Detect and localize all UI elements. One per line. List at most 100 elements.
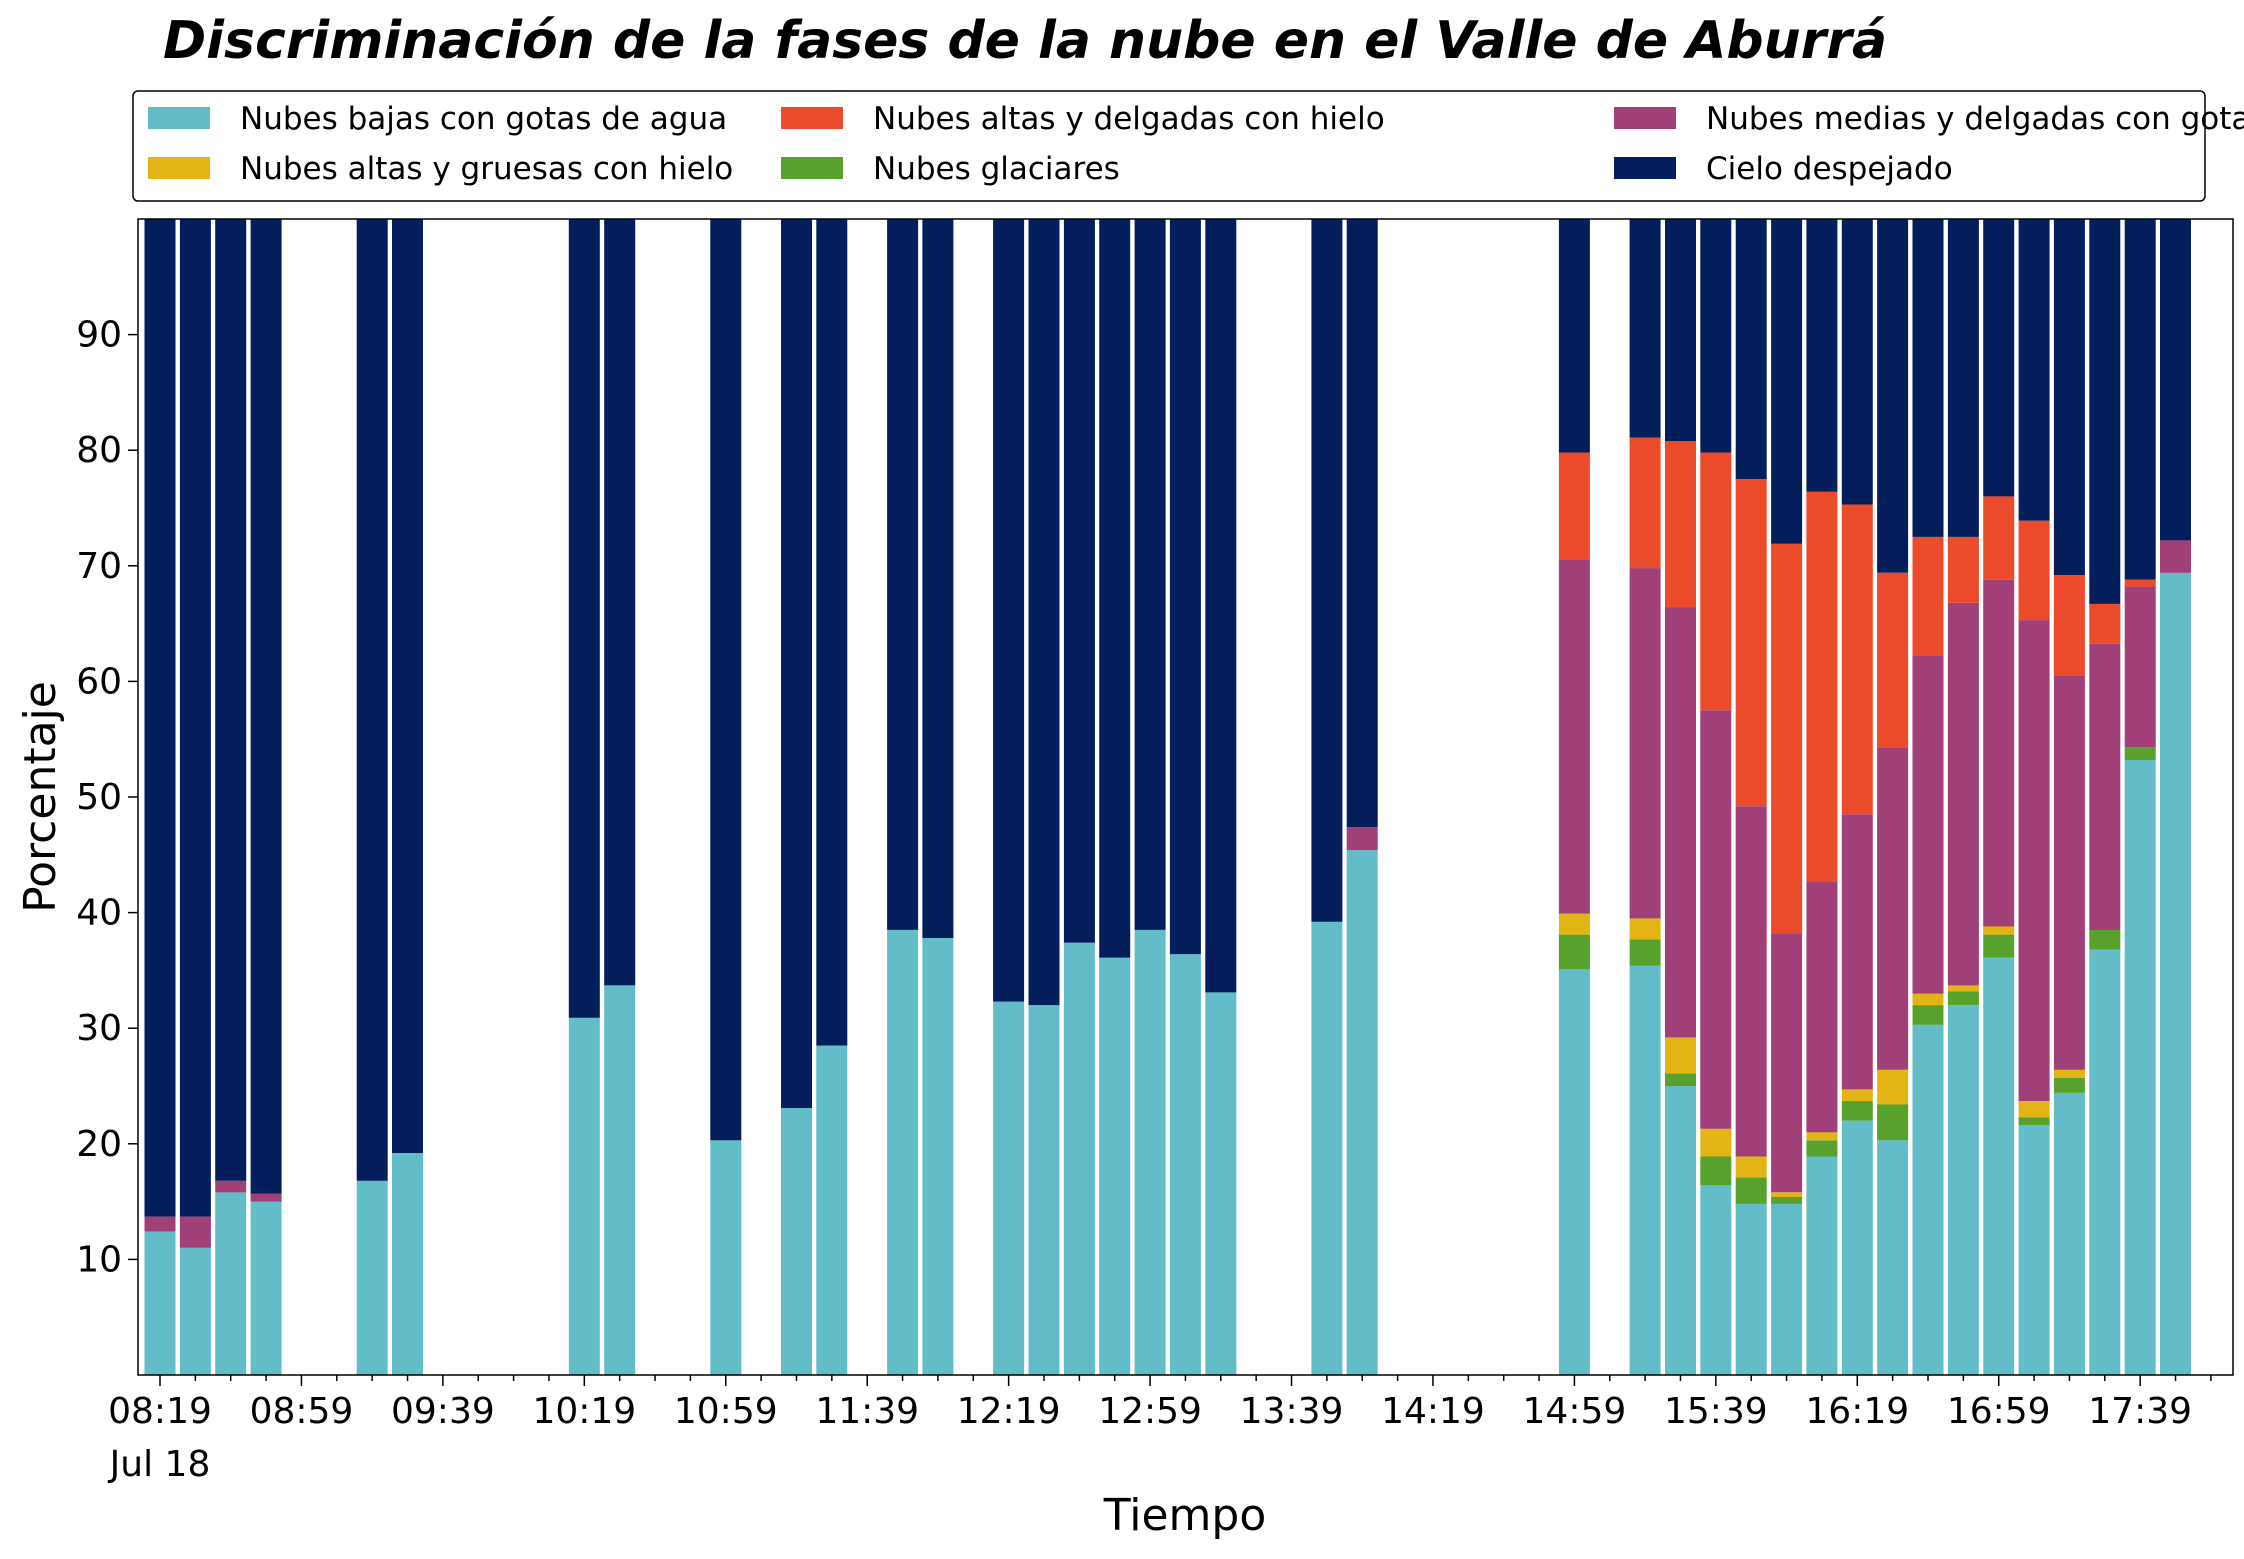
bar-segment-mid-thin-water [1771, 933, 1803, 1193]
legend-swatch-high-thick-ice [148, 157, 210, 179]
legend-frame [132, 90, 2206, 202]
bar-segment-clear-sky [2160, 219, 2191, 541]
y-tick-label: 60 [76, 661, 122, 702]
legend-label-glacier: Nubes glaciares [873, 151, 1120, 187]
bar-segment-clear-sky [1806, 219, 1838, 492]
bar-segment-clear-sky [1063, 219, 1095, 943]
x-tick-label: 13:39 [1240, 1391, 1344, 1432]
bar-segment-mid-thin-water [250, 1193, 282, 1202]
bar-stack [1028, 219, 1060, 1375]
legend-swatch-clear-sky [1614, 157, 1676, 179]
bar-segment-clear-sky [2053, 219, 2085, 575]
bar-segment-low-water [1912, 1024, 1944, 1375]
bar-segment-high-thick-ice [1700, 1128, 1732, 1157]
bar-segment-mid-thin-water [1806, 881, 1838, 1133]
bar-segment-low-water [2160, 572, 2191, 1375]
bar-segment-glacier [2053, 1077, 2085, 1093]
bar-segment-high-thin-ice [2124, 579, 2156, 587]
bar-segment-glacier [1841, 1101, 1873, 1121]
bar-segment-low-water [1629, 965, 1661, 1375]
bar-stack [604, 219, 636, 1375]
bar-stack [1558, 219, 1590, 1375]
bar-segment-high-thin-ice [1665, 441, 1696, 608]
bar-segment-high-thick-ice [2018, 1101, 2050, 1118]
bar-segment-mid-thin-water [1735, 806, 1767, 1157]
y-tick-label: 30 [76, 1008, 122, 1049]
bar-segment-low-water [1771, 1203, 1803, 1375]
x-tick-label: 12:59 [1098, 1391, 1202, 1432]
bar-segment-clear-sky [887, 219, 919, 930]
bar-segment-low-water [604, 985, 636, 1375]
y-tick-label: 20 [76, 1124, 122, 1165]
bar-segment-high-thin-ice [2018, 520, 2050, 621]
bar-segment-clear-sky [1771, 219, 1803, 544]
bar-stack [1700, 219, 1732, 1375]
bar-segment-mid-thin-water [1629, 568, 1661, 919]
bar-segment-clear-sky [1841, 219, 1873, 505]
bar-segment-clear-sky [710, 219, 742, 1141]
bar-segment-high-thin-ice [1771, 543, 1803, 934]
bar-stack [993, 219, 1025, 1375]
bar-stack [1841, 219, 1873, 1375]
bar-segment-clear-sky [1028, 219, 1060, 1006]
bar-stack [922, 219, 954, 1375]
bar-segment-low-water [922, 938, 954, 1375]
bar-segment-clear-sky [392, 219, 423, 1153]
legend-swatch-glacier [781, 157, 843, 179]
bar-stacks [144, 219, 2191, 1375]
bar-segment-clear-sky [1665, 219, 1696, 441]
bar-stack [1771, 219, 1803, 1375]
y-tick-label: 10 [76, 1239, 122, 1280]
bar-segment-mid-thin-water [1877, 747, 1909, 1070]
bar-segment-low-water [568, 1017, 600, 1375]
bar-stack [2124, 219, 2156, 1375]
bar-segment-glacier [1877, 1104, 1909, 1141]
bar-segment-clear-sky [1311, 219, 1343, 922]
bar-segment-clear-sky [1099, 219, 1131, 958]
x-tick-label: 12:19 [957, 1391, 1061, 1432]
y-axis-label: Porcentaje [15, 681, 66, 913]
bar-segment-low-water [1169, 954, 1201, 1375]
bar-segment-high-thin-ice [1841, 504, 1873, 815]
bar-segment-low-water [710, 1140, 742, 1375]
x-tick-label: 10:59 [674, 1391, 778, 1432]
bar-segment-mid-thin-water [1665, 607, 1696, 1038]
bar-segment-clear-sky [604, 219, 636, 986]
bar-segment-high-thick-ice [1665, 1037, 1696, 1074]
bar-segment-clear-sky [1912, 219, 1944, 537]
y-axis: 10 20 30 40 50 60 70 80 90 [76, 315, 138, 1280]
bar-segment-low-water [993, 1001, 1025, 1375]
x-tick-label: 08:59 [250, 1391, 354, 1432]
bar-segment-clear-sky [1629, 219, 1661, 438]
bar-segment-clear-sky [1700, 219, 1732, 453]
bar-segment-mid-thin-water [1983, 579, 2015, 927]
bar-stack [2053, 219, 2085, 1375]
bar-segment-high-thick-ice [1912, 993, 1944, 1006]
bar-segment-low-water [1063, 942, 1095, 1375]
x-axis: 08:19 08:59 09:39 10:19 10:59 11:39 12:19 12:59… [108, 1375, 2212, 1485]
x-tick-label: 14:19 [1381, 1391, 1485, 1432]
bar-segment-high-thin-ice [1558, 452, 1590, 560]
bar-stack [710, 219, 742, 1375]
x-tick-label: 09:39 [391, 1391, 495, 1432]
bar-segment-clear-sky [1558, 219, 1590, 453]
bar-segment-low-water [1346, 850, 1378, 1375]
x-tick-label: 11:39 [815, 1391, 919, 1432]
bar-segment-high-thin-ice [1735, 479, 1767, 807]
bar-segment-mid-thin-water [179, 1216, 211, 1248]
bar-segment-low-water [887, 929, 919, 1375]
bar-segment-low-water [250, 1201, 282, 1375]
y-tick-label: 70 [76, 546, 122, 587]
bar-stack [1311, 219, 1343, 1375]
bar-segment-glacier [1735, 1177, 1767, 1204]
bar-segment-low-water [1700, 1185, 1732, 1375]
bar-segment-mid-thin-water [1558, 560, 1590, 914]
legend-label-low-water: Nubes bajas con gotas de agua [240, 101, 727, 137]
legend-swatch-low-water [148, 107, 210, 129]
bar-segment-clear-sky [816, 219, 848, 1046]
bar-segment-clear-sky [2089, 219, 2121, 604]
bar-segment-mid-thin-water [215, 1180, 247, 1193]
bar-segment-low-water [1028, 1005, 1060, 1375]
bar-segment-high-thick-ice [2053, 1069, 2085, 1078]
bar-segment-mid-thin-water [1346, 827, 1378, 851]
